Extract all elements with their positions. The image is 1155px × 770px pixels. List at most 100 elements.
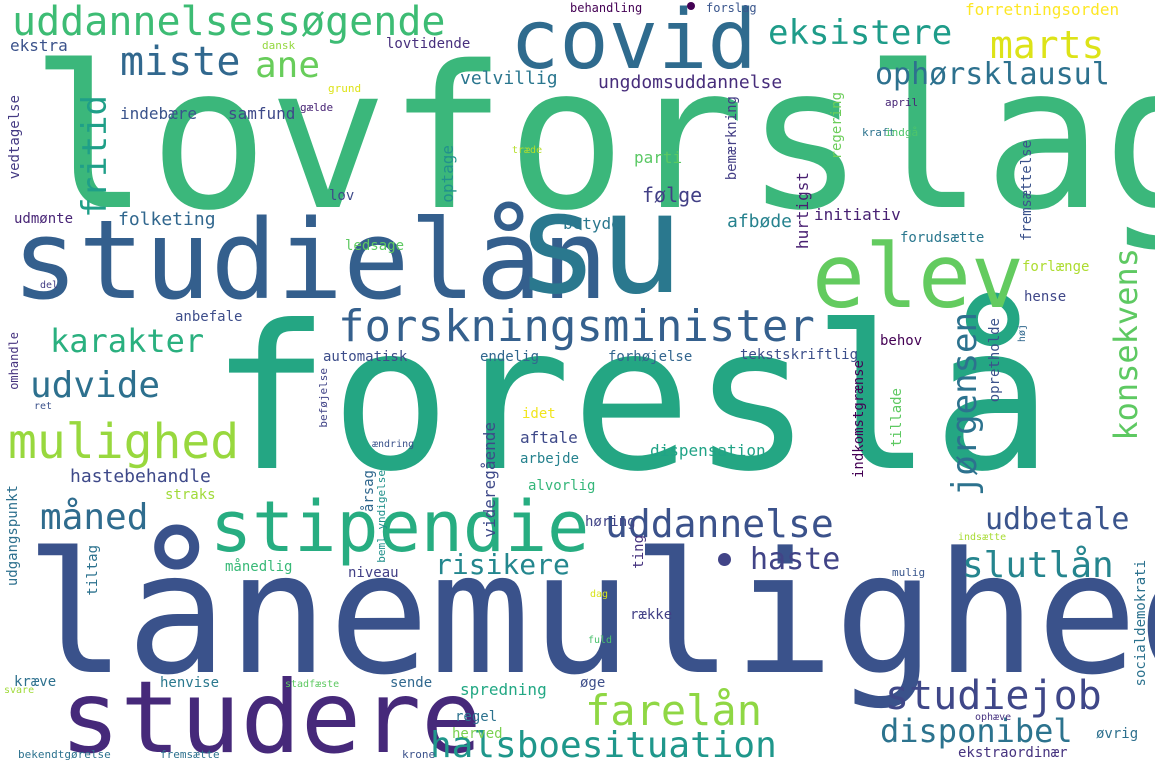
word: slutlån [962,545,1114,586]
word: regel [455,709,498,725]
word: karakter [50,322,205,360]
dot-mark [687,2,695,10]
word: parti [634,148,683,167]
word: forudsætte [900,230,985,246]
word: kræve [14,674,57,690]
word: opretholde [987,318,1003,403]
word: vedtagelse [7,95,23,180]
word: risikere [435,548,570,581]
word: forskningsminister [338,301,815,352]
word: indebære [120,104,198,123]
word: træde [512,145,543,156]
word: stadfæste [285,679,340,690]
word: miste [120,39,241,85]
word: mulig [892,566,926,579]
word: bekendtgørelse [18,748,111,761]
word: grund [328,82,362,95]
word: omhandle [7,332,21,390]
word: udbetale [985,502,1130,537]
word: su [515,163,684,326]
word: arbejde [520,451,580,467]
word: farelån [585,686,763,735]
word: henvise [160,675,220,691]
word: svare [4,685,35,696]
word: haste [750,542,841,577]
word: automatisk [323,349,408,365]
word: sende [390,675,433,691]
word: hastebehandle [70,466,211,487]
word: videregående [480,422,499,538]
word: studiejob [885,673,1102,719]
word: jørgensen [945,312,985,497]
word: udgangspunkt [5,485,21,587]
word: følge [642,183,703,207]
word: beml yndigelse [375,470,388,563]
word: behandling [570,1,643,15]
word: endelig [480,349,540,365]
word: forslag [706,1,757,15]
word: ændring [372,439,415,450]
word: indgå [885,126,919,139]
word: halsboesituation [430,725,777,766]
word: dispensation [650,441,766,460]
word: gælde [300,101,334,114]
word: hurtigst [793,172,812,250]
word: betyde [563,214,621,233]
word: anbefale [175,309,243,325]
word: velvillig [460,68,558,89]
word: udmønte [14,211,74,227]
word: mulighed [8,414,240,470]
word: lovforslag [30,23,1155,254]
word: elev [812,225,1024,328]
word: disponibel [880,712,1073,750]
word: straks [165,487,216,503]
word: dag [590,589,609,600]
word: marts [990,23,1105,67]
word: regering [829,92,845,160]
word: kraft [862,126,896,139]
word: fritid [75,95,115,218]
word: aftale [520,428,578,447]
word: fremsættelse [1019,140,1035,242]
word: ophørsklausul [875,57,1110,92]
word: folketing [118,209,216,230]
word: ret [34,401,53,412]
word: udvide [30,365,161,406]
word: øvrig [1096,726,1139,742]
word: spredning [460,680,547,699]
word: indkomstgrænse [851,360,867,479]
word: forretningsorden [965,0,1120,19]
word: herved [452,726,503,742]
word: tiltag [85,545,101,596]
word: covid [510,0,757,88]
word: fuld [588,635,613,646]
word: lånemulighed [25,516,1155,712]
word: beføjelse [317,368,330,428]
word: ekstraordinær [958,745,1068,761]
word: krone [402,748,436,761]
word: forhøjelse [608,349,693,365]
word: årsag [361,470,377,513]
word: indsætte [958,532,1007,543]
word: lov [329,188,355,204]
word: måned [40,497,149,538]
word: socialdemokrati [1133,560,1149,687]
word: dansk [262,39,296,52]
word: hense [1024,289,1067,305]
dot-mark [718,553,731,566]
word: del [40,280,59,291]
word: behov [880,333,923,349]
word: øge [580,675,606,691]
word: bemærkning [724,96,740,181]
word: uddannelse [605,502,834,546]
word: idet [522,406,556,422]
word: ophæve [975,712,1012,723]
word: studielån [12,196,609,324]
word: uddannelsessøgende [12,0,446,45]
word: høj [1017,324,1028,343]
word: eksistere [768,13,953,53]
word: initiativ [814,205,901,224]
word: april [885,96,919,109]
word: ane [255,45,321,86]
